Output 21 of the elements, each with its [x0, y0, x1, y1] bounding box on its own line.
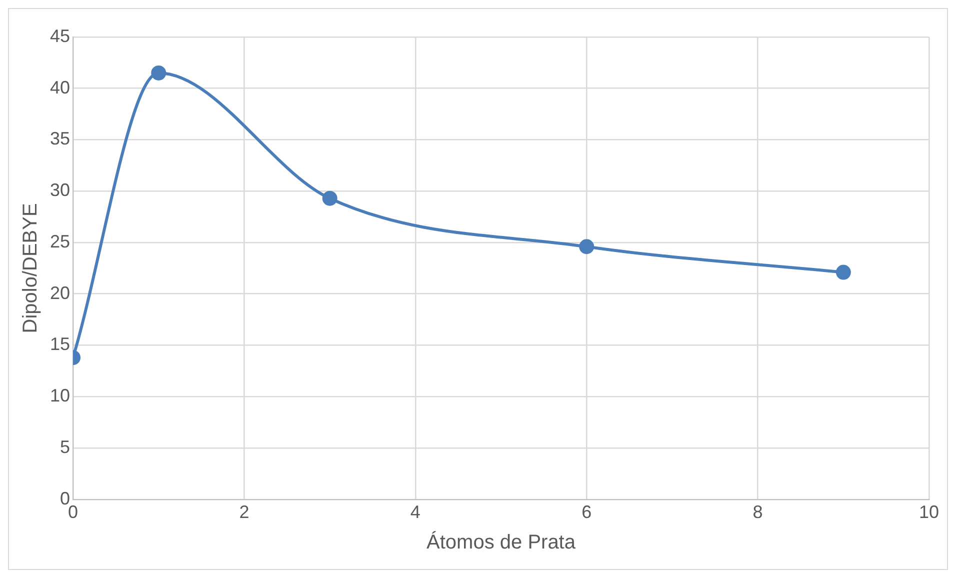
- y-tick-label: 40: [50, 77, 70, 98]
- y-tick-label: 25: [50, 231, 70, 252]
- point: [579, 239, 594, 254]
- point: [151, 65, 166, 80]
- x-tick-label: 2: [239, 502, 250, 522]
- point: [322, 190, 338, 206]
- y-tick-label: 10: [50, 386, 70, 406]
- y-tick-label: 35: [50, 128, 70, 149]
- x-tick-label: 6: [582, 502, 592, 522]
- y-tick-label: 15: [50, 334, 70, 354]
- y-tick-label: 45: [50, 26, 70, 46]
- y-tick-label: 5: [60, 436, 70, 457]
- x-tick-label: 8: [752, 502, 763, 522]
- x-tick-label: 4: [410, 502, 420, 522]
- x-tick-label: 10: [918, 502, 940, 522]
- y-axis-title: Dipolo/DEBYE: [20, 203, 42, 334]
- y-tick-label: 0: [60, 488, 70, 508]
- y-tick-label: 30: [50, 180, 70, 200]
- y-tick-label: 20: [50, 282, 70, 303]
- point: [836, 264, 851, 280]
- x-axis-title: Átomos de Prata: [426, 530, 576, 554]
